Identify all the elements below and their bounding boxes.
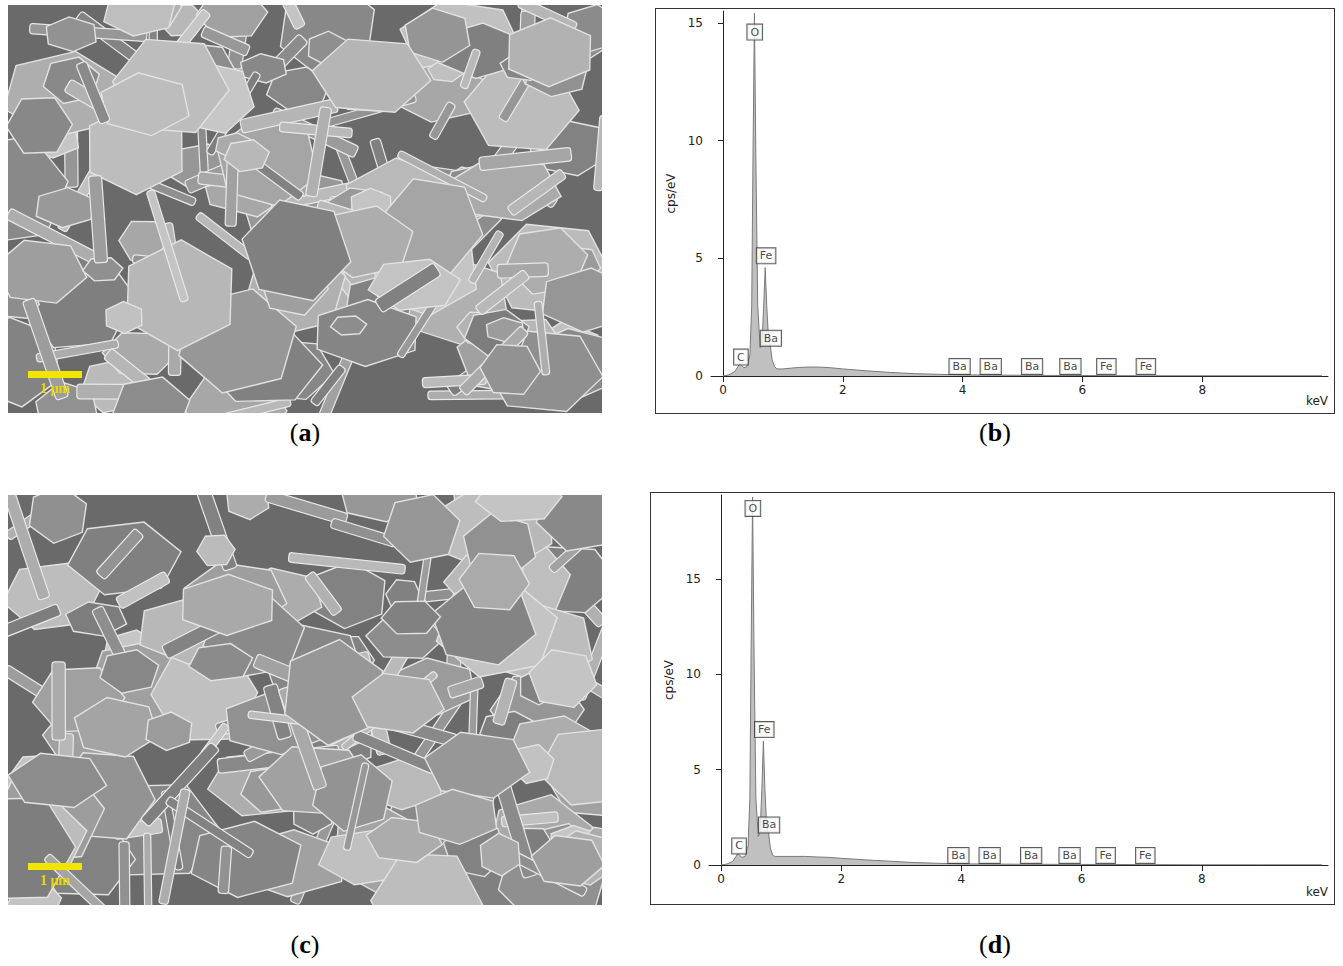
svg-text:6: 6 xyxy=(1078,872,1086,886)
svg-text:4: 4 xyxy=(958,872,966,886)
html-text:(b): (b) xyxy=(979,418,1011,447)
svg-text:Ba: Ba xyxy=(952,360,966,373)
svg-text:Fe: Fe xyxy=(1100,360,1113,373)
svg-text:10: 10 xyxy=(688,134,703,148)
svg-text:2: 2 xyxy=(837,872,845,886)
svg-text:Ba: Ba xyxy=(1025,360,1039,373)
svg-text:10: 10 xyxy=(686,667,701,681)
svg-text:cps/eV: cps/eV xyxy=(664,173,678,214)
svg-text:Fe: Fe xyxy=(1139,849,1152,862)
svg-text:cps/eV: cps/eV xyxy=(662,659,676,700)
svg-text:Ba: Ba xyxy=(1063,360,1077,373)
svg-text:5: 5 xyxy=(695,251,703,265)
svg-text:1 μm: 1 μm xyxy=(40,381,70,396)
svg-text:8: 8 xyxy=(1198,872,1206,886)
svg-text:5: 5 xyxy=(693,763,701,777)
svg-text:keV: keV xyxy=(1306,394,1329,408)
svg-text:Ba: Ba xyxy=(984,360,998,373)
html-text:(a): (a) xyxy=(289,418,321,447)
svg-text:0: 0 xyxy=(717,872,725,886)
svg-text:Ba: Ba xyxy=(983,849,997,862)
svg-text:6: 6 xyxy=(1079,383,1087,397)
svg-text:Ba: Ba xyxy=(1024,849,1038,862)
svg-text:Fe: Fe xyxy=(1099,849,1112,862)
svg-text:C: C xyxy=(735,839,743,852)
html-text:(d): (d) xyxy=(979,930,1011,959)
svg-text:O: O xyxy=(749,502,758,515)
svg-text:15: 15 xyxy=(686,572,701,586)
svg-text:0: 0 xyxy=(695,369,703,383)
svg-text:Fe: Fe xyxy=(760,249,773,262)
svg-text:Ba: Ba xyxy=(951,849,965,862)
html-text:(c): (c) xyxy=(290,930,320,959)
svg-text:Fe: Fe xyxy=(758,723,771,736)
svg-text:Ba: Ba xyxy=(764,332,778,345)
svg-text:0: 0 xyxy=(693,858,701,872)
svg-text:0: 0 xyxy=(719,383,727,397)
svg-text:8: 8 xyxy=(1198,383,1206,397)
svg-text:Ba: Ba xyxy=(762,818,776,831)
svg-text:15: 15 xyxy=(688,16,703,30)
svg-text:O: O xyxy=(750,26,759,39)
svg-text:C: C xyxy=(737,351,745,364)
svg-text:keV: keV xyxy=(1306,885,1329,899)
svg-text:2: 2 xyxy=(839,383,847,397)
svg-text:Ba: Ba xyxy=(1062,849,1076,862)
svg-text:4: 4 xyxy=(959,383,967,397)
svg-text:1 μm: 1 μm xyxy=(40,873,70,888)
svg-text:Fe: Fe xyxy=(1140,360,1153,373)
